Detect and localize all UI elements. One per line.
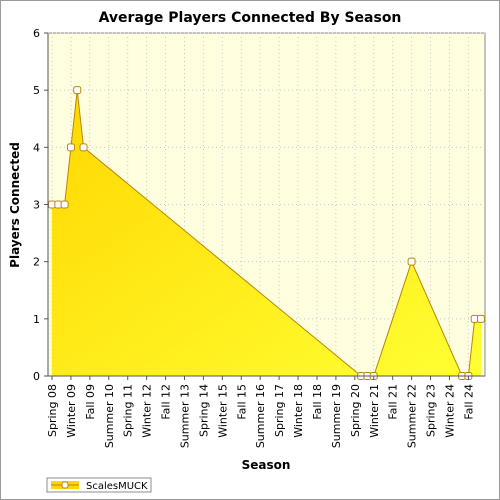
x-tick-label: Summer 13 (178, 384, 191, 448)
y-tick-label: 2 (33, 256, 40, 269)
x-tick-label: Spring 14 (197, 384, 210, 437)
x-tick-label: Winter 15 (216, 384, 229, 438)
legend-marker (61, 481, 69, 489)
x-tick-label: Fall 21 (387, 384, 400, 420)
y-tick-label: 0 (33, 370, 40, 383)
x-tick-label: Fall 24 (462, 384, 475, 420)
data-point (477, 314, 485, 323)
y-tick-label: 4 (33, 141, 40, 154)
x-tick-label: Winter 21 (368, 384, 381, 438)
y-tick-label: 5 (33, 84, 40, 97)
x-tick-label: Winter 24 (443, 384, 456, 438)
x-tick-label: Spring 11 (122, 384, 135, 437)
series-area-scalesmuck (52, 90, 481, 377)
x-tick-label: Summer 10 (103, 384, 116, 448)
data-point (79, 143, 88, 152)
x-tick-label: Summer 16 (254, 384, 267, 448)
x-tick-label: Spring 17 (273, 384, 286, 437)
x-tick-label: Spring 08 (46, 384, 59, 437)
x-tick-label: Winter 09 (65, 384, 78, 438)
x-tick-label: Summer 19 (330, 384, 343, 448)
data-point (60, 200, 69, 209)
legend-label: ScalesMUCK (86, 481, 148, 492)
y-tick-label: 6 (33, 27, 40, 40)
x-tick-label: Spring 20 (349, 384, 362, 437)
x-axis-label: Season (242, 458, 291, 472)
x-tick-label: Fall 18 (311, 384, 324, 420)
x-tick-label: Fall 15 (235, 384, 248, 420)
y-axis-label: Players Connected (8, 142, 22, 268)
x-tick-label: Winter 12 (141, 384, 154, 438)
chart-title: Average Players Connected By Season (99, 10, 402, 26)
x-tick-label: Fall 12 (160, 384, 173, 420)
data-point (66, 143, 75, 152)
y-tick-label: 3 (33, 199, 40, 212)
x-tick-label: Winter 18 (292, 384, 305, 438)
data-point (407, 257, 416, 266)
x-tick-label: Spring 23 (425, 384, 438, 437)
legend: ScalesMUCK (46, 477, 152, 493)
y-tick-label: 1 (33, 313, 40, 326)
data-point (73, 86, 82, 95)
x-tick-label: Summer 22 (406, 384, 419, 448)
axes: 0 1 2 3 4 5 6 Spring 08 Winter 09 Fall 09 Summer 1… (33, 27, 485, 448)
x-tick-label: Fall 09 (84, 384, 97, 420)
